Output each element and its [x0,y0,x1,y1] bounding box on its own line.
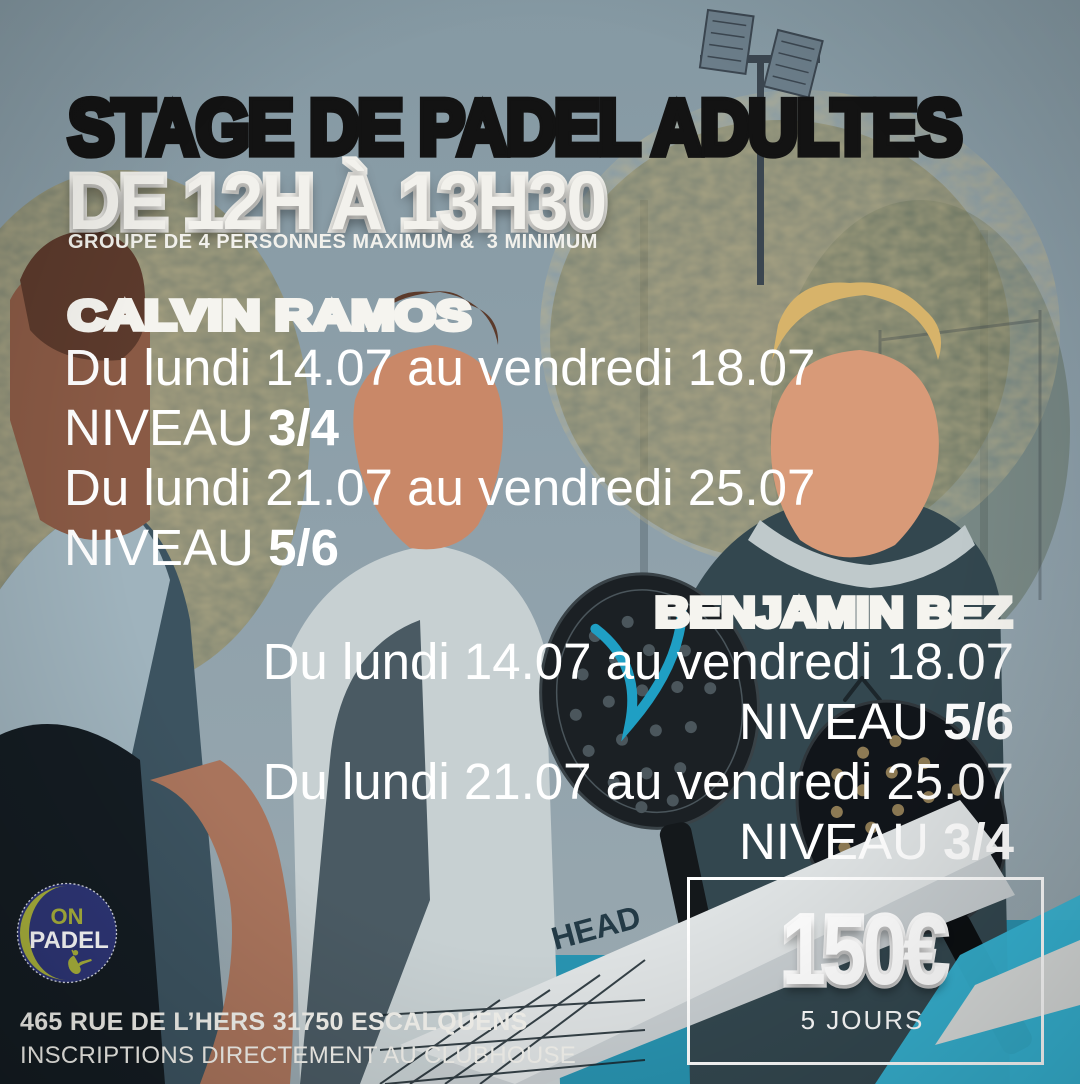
svg-text:PADEL: PADEL [29,927,109,954]
svg-text:ON: ON [51,904,84,929]
